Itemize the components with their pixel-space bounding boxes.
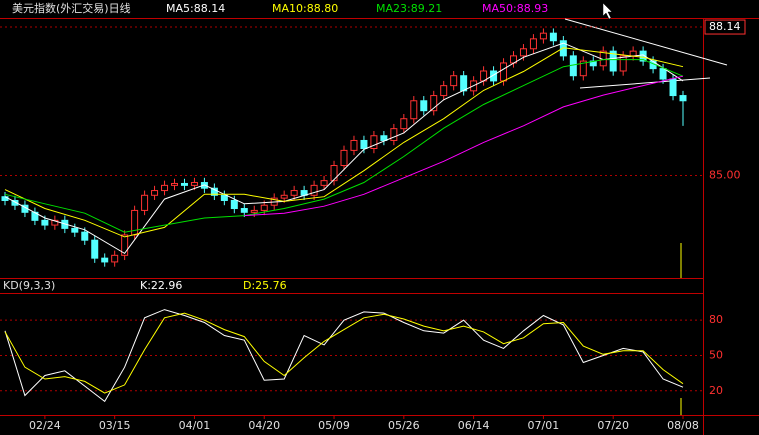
y-tick-label: 88.14 — [709, 20, 741, 33]
candle-body — [230, 199, 238, 210]
candle-body — [500, 62, 508, 82]
legend-entry: MA5:88.14 — [166, 2, 225, 15]
candle-body — [420, 100, 428, 112]
price-box — [704, 19, 746, 35]
candle-body — [619, 55, 627, 72]
legend-entry: MA50:88.93 — [482, 2, 548, 15]
candle-body — [280, 194, 288, 199]
legend-entry: MA23:89.21 — [376, 2, 442, 15]
x-tick-label: 04/01 — [179, 419, 211, 432]
candle-body — [121, 234, 129, 256]
candle-body — [410, 100, 418, 120]
candle-body — [81, 231, 89, 241]
candle-body — [210, 187, 218, 196]
candle-body — [91, 239, 99, 259]
candle-body — [440, 85, 448, 97]
candle-body — [400, 118, 408, 130]
y-tick-label: 80 — [709, 313, 723, 326]
candle-body — [340, 149, 348, 167]
candle-body — [310, 184, 318, 196]
x-tick-label: 07/20 — [597, 419, 629, 432]
candle-body — [669, 78, 677, 97]
candle-body — [111, 254, 119, 263]
legend-entry: K:22.96 — [140, 279, 182, 292]
line-series — [4, 47, 684, 238]
x-tick-label: 05/26 — [388, 419, 420, 432]
legend-entry: D:25.76 — [243, 279, 287, 292]
chart-title: 美元指数(外汇交易)日线 — [12, 1, 131, 15]
candle-body — [171, 182, 178, 186]
candle-body — [450, 75, 458, 87]
candle-body — [290, 190, 298, 196]
candle-body — [151, 190, 159, 196]
candle-body — [330, 165, 338, 182]
candle-body — [161, 184, 169, 192]
y-tick-label: 85.00 — [709, 168, 741, 181]
candle-body — [320, 180, 328, 186]
y-tick-label: 50 — [709, 348, 723, 361]
legend-entry: MA10:88.80 — [272, 2, 338, 15]
candle-body — [51, 219, 59, 226]
x-tick-label: 04/20 — [248, 419, 280, 432]
panel-title: KD(9,3,3) — [3, 279, 55, 292]
candle-body — [679, 95, 687, 102]
candle-body — [390, 128, 398, 141]
candle-body — [380, 135, 388, 141]
candle-body — [549, 32, 557, 42]
candle-body — [370, 135, 378, 149]
candle-body — [220, 194, 228, 201]
candle-body — [639, 50, 647, 62]
candle-body — [629, 50, 637, 57]
candle-body — [141, 194, 149, 211]
candle-body — [529, 38, 537, 50]
candle-body — [659, 68, 667, 80]
x-tick-label: 08/08 — [667, 419, 699, 432]
candle-body — [579, 60, 587, 77]
line-series — [4, 59, 684, 233]
candle-body — [190, 182, 198, 186]
candle-body — [240, 208, 248, 213]
candle-body — [250, 209, 258, 213]
plot-area: 85.00 88.14 02/24 03/15 04/01 04/20 05/09 05/26… — [0, 19, 746, 432]
mouse-cursor — [602, 2, 613, 20]
candle-body — [41, 219, 49, 226]
candle-body — [539, 32, 547, 40]
candle-body — [180, 182, 188, 186]
trend-line — [579, 77, 711, 89]
candle-body — [101, 257, 109, 263]
candle-body — [460, 75, 468, 92]
candle-body — [360, 139, 368, 150]
candle-body — [430, 95, 438, 112]
x-tick-label: 06/14 — [458, 419, 490, 432]
line-series — [244, 75, 684, 217]
x-tick-label: 02/24 — [29, 419, 61, 432]
candle-body — [11, 199, 19, 206]
candle-body — [519, 48, 527, 57]
x-tick-label: 03/15 — [99, 419, 131, 432]
x-tick-label: 05/09 — [318, 419, 350, 432]
x-tick-label: 07/01 — [528, 419, 560, 432]
candle-body — [260, 204, 268, 211]
candle-body — [71, 227, 79, 233]
line-series — [4, 309, 684, 403]
candle-body — [609, 50, 617, 72]
candle-body — [350, 139, 358, 151]
y-tick-label: 20 — [709, 384, 723, 397]
candle-body — [490, 70, 498, 82]
candle-body — [131, 209, 139, 236]
line-series — [4, 42, 684, 255]
line-series — [4, 312, 684, 394]
